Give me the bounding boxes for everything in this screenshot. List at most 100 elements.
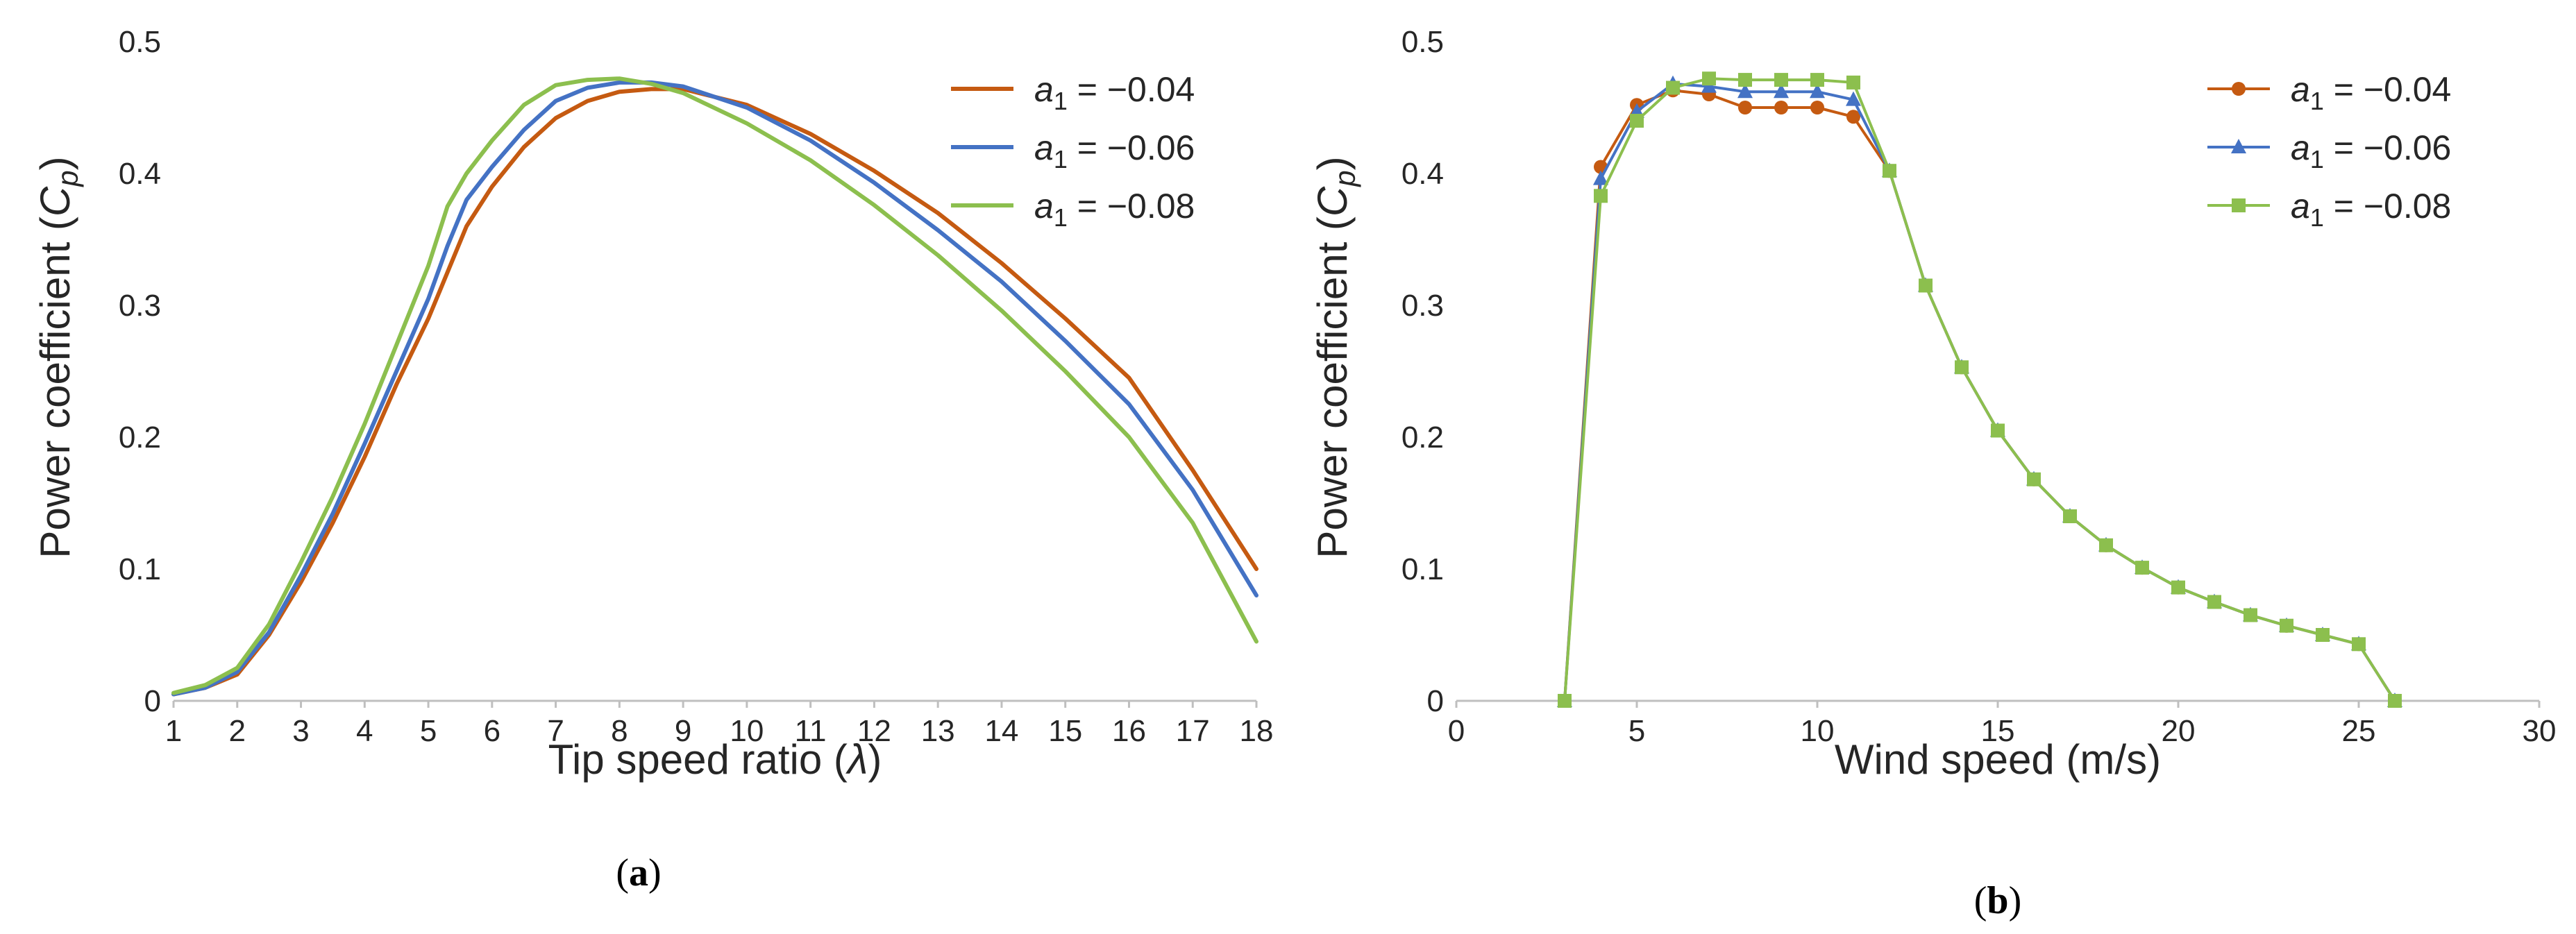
panel-b-y-axis-label: Power coefficient (Cp) — [1309, 156, 1361, 558]
panel-b-series-3-point — [2388, 694, 2402, 708]
panel-a-x-tick-label: 3 — [292, 714, 309, 748]
panel-b-series-3-point — [1991, 423, 2005, 438]
panel-a-legend-label-3: a1 = −0.08 — [1034, 187, 1195, 232]
panel-a-x-tick-label: 12 — [857, 714, 891, 748]
panel-b-y-tick-label: 0.5 — [1401, 25, 1444, 59]
panel-b-series-3-point — [2027, 472, 2041, 486]
panel-b-series-1-point — [1774, 101, 1788, 114]
panel-a-caption: (a) — [616, 851, 661, 894]
panel-b-series-3-point — [1774, 73, 1788, 87]
panel-b-series-1-point — [1846, 110, 1860, 124]
panel-a-x-tick-label: 10 — [730, 714, 764, 748]
panel-b-legend-marker-shape — [2232, 82, 2246, 96]
panel-b-x-tick-label: 30 — [2523, 714, 2557, 748]
panel-b-series-line-3 — [1563, 77, 2396, 702]
panel-b-y-tick-label: 0 — [1427, 684, 1444, 718]
panel-b-legend-label-1: a1 = −0.04 — [2291, 70, 2451, 115]
panel-a-legend-label-1: a1 = −0.04 — [1034, 70, 1195, 115]
panel-b-x-tick-label: 10 — [1801, 714, 1835, 748]
panel-b-series-3-point — [2280, 618, 2293, 633]
panel-b-caption: (b) — [1974, 879, 2021, 922]
panel-a-x-tick-label: 11 — [795, 714, 827, 748]
panel-b-series-3-point — [2171, 580, 2185, 595]
panel-a-y-tick-label: 0.4 — [119, 157, 161, 191]
panel-b-series-3-point — [1955, 360, 1969, 375]
panel-b-y-tick-label: 0.1 — [1401, 552, 1444, 586]
panel-b-series-3-point — [1558, 694, 1572, 708]
panel-b-series-2-point — [1810, 83, 1825, 99]
panel-b-series-3-point — [1666, 80, 1680, 95]
panel-a-y-ticks: 0 0.1 0.2 0.3 0.4 0.5 — [119, 25, 161, 718]
panel-a-series-line-1 — [171, 87, 1258, 697]
panel-b-series-line-2 — [1563, 82, 2396, 702]
panel-b-series-line-1 — [1563, 89, 2396, 702]
panel-b-series-3-point — [1883, 164, 1896, 178]
panel-a-x-tick-label: 8 — [611, 714, 628, 748]
panel-a-x-tick-label: 1 — [165, 714, 182, 748]
panel-a-x-tick-label: 14 — [984, 714, 1018, 748]
panel-b-legend-label-3: a1 = −0.08 — [2291, 187, 2451, 232]
panel-b-series-2-point — [1593, 170, 1608, 185]
panel-b-legend-marker-1 — [2232, 82, 2246, 96]
panel-b-series-1-point — [1810, 101, 1824, 114]
panel-a-series — [171, 76, 1258, 697]
panel-b-series-2-point — [1774, 83, 1789, 99]
panel-b-legend-marker-shape — [2231, 139, 2246, 153]
panel-b-legend: a1 = −0.04 a1 = −0.06 a1 = −0.08 — [2207, 70, 2451, 232]
panel-b-series-3-point — [1594, 189, 1608, 203]
panel-a-x-tick-label: 9 — [675, 714, 691, 748]
panel-b-series-3-point — [2316, 628, 2330, 642]
panel-b-y-tick-label: 0.2 — [1401, 421, 1444, 455]
panel-a-x-tick-label: 13 — [921, 714, 955, 748]
panel-b-x-tick-label: 15 — [1981, 714, 2015, 748]
panel-b-x-ticks: 0 5 10 15 20 25 30 — [1448, 701, 2557, 748]
panel-b-legend-marker-2 — [2231, 139, 2246, 153]
panel-b-series-2-point — [1737, 83, 1753, 99]
panel-a-x-tick-label: 5 — [420, 714, 437, 748]
panel-b-series-3-point — [2099, 538, 2113, 552]
panel-a-x-tick-label: 15 — [1048, 714, 1082, 748]
panel-b-series-1-point — [1738, 101, 1752, 114]
panel-b-series — [1557, 71, 2402, 708]
panel-b-series-2-point — [1846, 91, 1861, 106]
panel-b-series-3-point — [1919, 278, 1933, 293]
panel-b-y-tick-label: 0.3 — [1401, 289, 1444, 323]
panel-a-x-tick-label: 6 — [484, 714, 500, 748]
panel-b-legend-marker-3 — [2232, 198, 2246, 212]
panel-a-x-tick-label: 17 — [1176, 714, 1210, 748]
panel-b-series-3-point — [2063, 509, 2077, 523]
panel-a-x-tick-label: 18 — [1240, 714, 1274, 748]
panel-a-x-axis-label: Tip speed ratio (λ) — [548, 736, 882, 783]
panel-b-x-tick-label: 0 — [1448, 714, 1465, 748]
panel-a-y-tick-label: 0 — [144, 684, 161, 718]
panel-a-series-line-3 — [171, 76, 1258, 695]
panel-b-series-3-point — [1630, 114, 1644, 128]
panel-b-series-3-point — [2135, 561, 2149, 575]
panel-b-series-3-point — [1810, 73, 1824, 87]
panel-b-series-3-point — [1738, 73, 1752, 87]
panel-a-line-chart: 00.10.20.30.40.5 1 2 3 4 5 6 7 8 9 10 11 12 13 14 15 16… — [32, 25, 1273, 894]
panel-b-series-3-point — [2207, 595, 2221, 609]
panel-a-x-ticks: 1 2 3 4 5 6 7 8 9 10 11 12 13 14 15 16 17 18 — [165, 701, 1274, 748]
panel-b-x-axis-label: Wind speed (m/s) — [1835, 736, 2161, 783]
panel-a-x-tick-label: 2 — [229, 714, 246, 748]
panel-a-legend: a1 = −0.04 a1 = −0.06 a1 = −0.08 — [951, 70, 1195, 232]
panel-a-x-tick-label: 7 — [547, 714, 564, 748]
panel-a-series-line-2 — [171, 80, 1258, 697]
panel-b-series-3-point — [1846, 75, 1860, 90]
panel-a-y-axis-label: Power coefficient (Cp) — [32, 156, 84, 558]
panel-b-x-tick-label: 5 — [1628, 714, 1645, 748]
panel-a-legend-label-2: a1 = −0.06 — [1034, 128, 1195, 173]
panel-a-x-tick-label: 16 — [1112, 714, 1146, 748]
panel-b-legend-label-2: a1 = −0.06 — [2291, 128, 2451, 173]
panel-a-y-tick-label: 0.2 — [119, 421, 161, 455]
panel-b-series-3-point — [2352, 637, 2366, 652]
panel-b-y-ticks: 0 0.1 0.2 0.3 0.4 0.5 — [1401, 25, 1444, 718]
panel-a-y-tick-label: 0.5 — [119, 25, 161, 59]
panel-b-x-tick-label: 20 — [2162, 714, 2196, 748]
panel-a-y-tick-label: 0.1 — [119, 552, 161, 586]
panel-a-y-tick-label: 0.3 — [119, 289, 161, 323]
panel-b-series-3-point — [1702, 71, 1716, 86]
panel-b-line-chart: 0 0.1 0.2 0.3 0.4 0.5 0 5 10 15 20 25 30 Wind speed… — [1309, 25, 2556, 922]
